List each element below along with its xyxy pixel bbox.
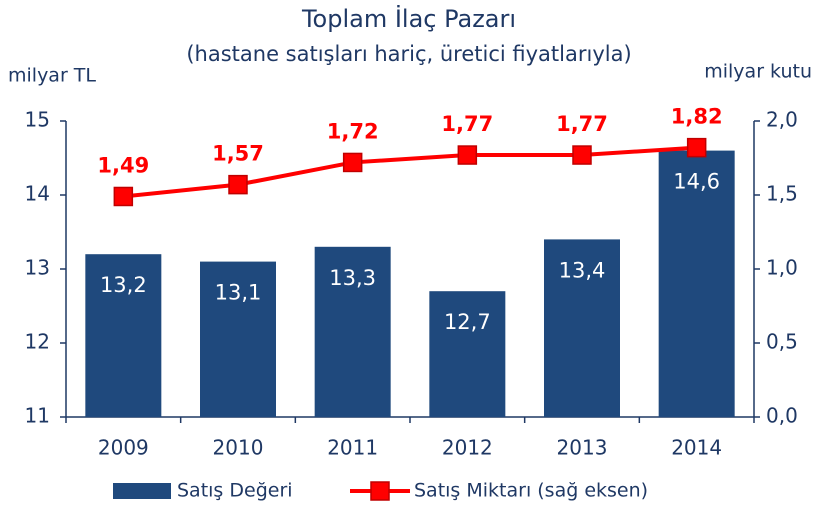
bar xyxy=(544,239,620,417)
line-value-label: 1,82 xyxy=(671,105,723,129)
bar-value-label: 14,6 xyxy=(673,170,720,194)
y2-tick-label: 0,5 xyxy=(766,330,798,354)
x-tick-label: 2012 xyxy=(442,436,493,460)
y-tick-label: 15 xyxy=(25,108,50,132)
y-tick-label: 14 xyxy=(25,182,50,206)
x-tick-label: 2014 xyxy=(671,436,722,460)
legend-label: Satış Değeri xyxy=(177,480,293,502)
x-tick-label: 2009 xyxy=(98,436,149,460)
line-value-label: 1,77 xyxy=(556,112,608,136)
y-tick-label: 11 xyxy=(25,404,50,428)
chart-subtitle: (hastane satışları hariç, üretici fiyatl… xyxy=(186,42,631,66)
line-marker xyxy=(113,186,134,207)
line-marker xyxy=(342,152,363,173)
bar xyxy=(200,261,276,417)
x-tick-label: 2013 xyxy=(557,436,608,460)
y2-axis-label: milyar kutu xyxy=(704,61,812,83)
y-tick-label: 12 xyxy=(25,330,50,354)
line-marker xyxy=(457,145,478,165)
bar-value-label: 12,7 xyxy=(444,310,491,334)
line-value-label: 1,77 xyxy=(441,112,493,136)
y2-tick-label: 0,0 xyxy=(766,404,798,428)
bar xyxy=(85,254,162,417)
bar xyxy=(314,246,391,417)
line-value-label: 1,57 xyxy=(212,142,264,166)
line-marker xyxy=(572,145,592,165)
y-axis-label: milyar TL xyxy=(8,65,96,87)
x-tick-label: 2011 xyxy=(327,436,378,460)
y2-tick-label: 1,0 xyxy=(766,256,798,280)
legend-label: Satış Miktarı (sağ eksen) xyxy=(414,480,648,502)
y2-tick-label: 1,5 xyxy=(766,182,798,206)
chart-title: Toplam İlaç Pazarı xyxy=(301,4,516,33)
line-value-label: 1,49 xyxy=(97,153,149,177)
legend-marker xyxy=(370,481,390,501)
bar-value-label: 13,2 xyxy=(100,273,147,297)
bar xyxy=(429,291,506,417)
bar-value-label: 13,3 xyxy=(329,266,376,290)
bar-value-label: 13,4 xyxy=(559,258,606,282)
y-tick-label: 13 xyxy=(25,256,50,280)
legend-swatch xyxy=(113,483,171,499)
line xyxy=(123,145,697,199)
x-tick-label: 2010 xyxy=(213,436,264,460)
line-marker xyxy=(228,174,248,195)
bar xyxy=(658,150,735,417)
bar-value-label: 13,1 xyxy=(215,281,262,305)
line-marker xyxy=(686,137,707,158)
y2-tick-label: 2,0 xyxy=(766,108,798,132)
line-value-label: 1,72 xyxy=(327,119,379,143)
